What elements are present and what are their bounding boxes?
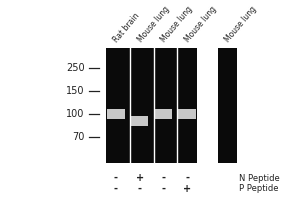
Bar bbox=[154, 48, 173, 163]
Bar bbox=[149, 48, 154, 163]
Text: Mouse lung: Mouse lung bbox=[224, 4, 259, 44]
Bar bbox=[178, 109, 196, 119]
Bar bbox=[125, 48, 130, 163]
Text: 150: 150 bbox=[66, 86, 85, 96]
Bar bbox=[178, 48, 197, 163]
Text: Mouse lung: Mouse lung bbox=[136, 4, 171, 44]
Text: -: - bbox=[161, 173, 165, 183]
Bar bbox=[130, 48, 149, 163]
Bar bbox=[131, 116, 148, 126]
Text: -: - bbox=[161, 184, 165, 194]
Text: +: + bbox=[136, 173, 144, 183]
Text: -: - bbox=[114, 184, 118, 194]
Bar bbox=[218, 48, 237, 163]
Text: +: + bbox=[183, 184, 191, 194]
Text: 100: 100 bbox=[66, 109, 85, 119]
Text: Rat brain: Rat brain bbox=[112, 11, 142, 44]
Text: 70: 70 bbox=[72, 132, 85, 142]
Bar bbox=[154, 109, 172, 119]
Text: -: - bbox=[185, 173, 189, 183]
Text: -: - bbox=[138, 184, 142, 194]
Bar bbox=[173, 48, 178, 163]
Bar bbox=[106, 48, 125, 163]
Text: N Peptide: N Peptide bbox=[239, 174, 280, 183]
Text: Mouse lung: Mouse lung bbox=[160, 4, 195, 44]
Text: Mouse lung: Mouse lung bbox=[183, 4, 218, 44]
Text: -: - bbox=[114, 173, 118, 183]
Text: 250: 250 bbox=[66, 63, 85, 73]
Bar bbox=[107, 109, 124, 119]
Text: P Peptide: P Peptide bbox=[239, 184, 279, 193]
